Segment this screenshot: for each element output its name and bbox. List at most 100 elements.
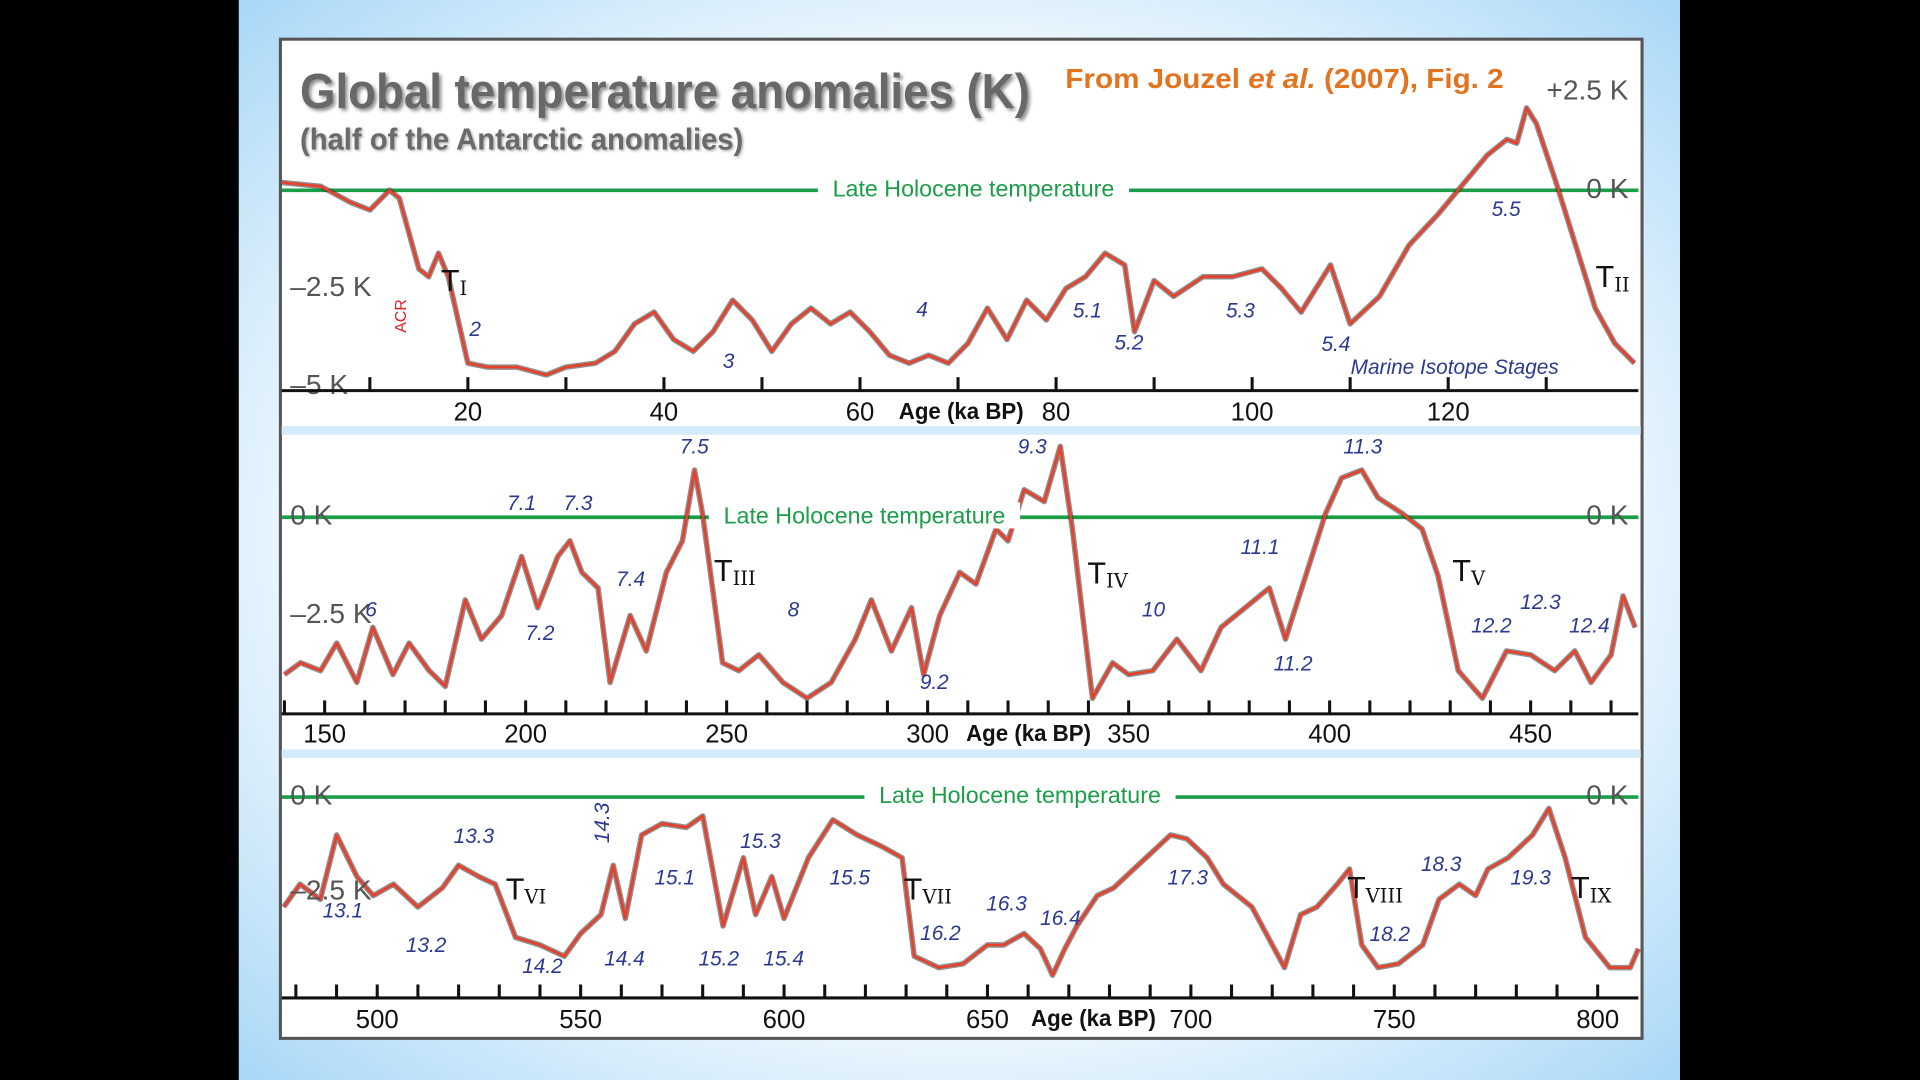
x-tick-label: 400 xyxy=(1308,721,1351,749)
x-tick-label: 350 xyxy=(1107,721,1150,749)
stage-label: 8 xyxy=(788,599,800,622)
stage-label: 7.3 xyxy=(563,492,592,515)
termination-subscript: VIII xyxy=(1365,884,1403,907)
y-tick-label: –2.5 K xyxy=(290,271,372,302)
stage-label: 12.2 xyxy=(1471,614,1512,637)
x-axis-label: Age (ka BP) xyxy=(899,398,1024,424)
termination-label: TIII xyxy=(714,554,756,590)
stage-label: 5.1 xyxy=(1073,300,1102,323)
y-tick-label: –2.5 K xyxy=(290,874,372,905)
stage-label: 5.2 xyxy=(1115,332,1144,355)
y-tick-label: –2.5 K xyxy=(290,598,372,629)
stage-label: 16.4 xyxy=(1040,907,1080,930)
stage-label: 11.3 xyxy=(1343,436,1382,459)
reference-label-bg xyxy=(817,175,1130,202)
title: Global temperature anomalies (K) xyxy=(300,65,1030,119)
source-text: et al. xyxy=(1248,63,1316,94)
termination-letter: T xyxy=(1571,871,1590,905)
termination-subscript: IV xyxy=(1106,569,1129,592)
x-tick-label: 40 xyxy=(650,399,679,427)
stage-label: 18.2 xyxy=(1370,923,1411,946)
termination-letter: T xyxy=(1452,554,1471,588)
termination-letter: T xyxy=(1087,557,1106,591)
x-tick-label: 100 xyxy=(1231,399,1274,427)
stage-label: 19.3 xyxy=(1510,867,1551,890)
reference-label: Late Holocene temperature xyxy=(724,502,1006,528)
stage-label: 9.3 xyxy=(1018,436,1047,459)
source: From Jouzel et al. (2007), Fig. 2 xyxy=(1065,63,1503,94)
termination-label: TII xyxy=(1596,260,1630,296)
x-tick-label: 20 xyxy=(454,399,483,427)
stage-label: 15.5 xyxy=(830,867,871,890)
reference-label: Late Holocene temperature xyxy=(879,782,1161,808)
x-tick-label: 500 xyxy=(356,1006,399,1034)
termination-letter: T xyxy=(506,873,525,907)
termination-label: TVII xyxy=(904,873,952,909)
line xyxy=(283,445,1637,700)
y-tick-label: 0 K xyxy=(290,500,332,531)
y-tick-label: 0 K xyxy=(1586,779,1628,810)
stage-label: 15.3 xyxy=(740,830,781,853)
termination-label: TVI xyxy=(506,873,547,909)
x-tick-label: 250 xyxy=(705,721,748,749)
y-tick-label: 0 K xyxy=(290,779,332,810)
termination-letter: T xyxy=(714,554,733,588)
x-tick-label: 60 xyxy=(846,399,875,427)
termination-letter: T xyxy=(1596,260,1615,294)
line xyxy=(282,807,1640,977)
termination-letter: T xyxy=(441,264,460,298)
y-tick-label: 0 K xyxy=(1586,173,1628,204)
stage-label: 12.4 xyxy=(1569,614,1609,637)
stage-label: 14.3 xyxy=(591,802,614,843)
stage-label: 5.3 xyxy=(1226,300,1255,323)
reference-label-bg xyxy=(708,502,1021,529)
figure-frame xyxy=(278,37,1644,1040)
x-tick-label: 750 xyxy=(1373,1006,1416,1034)
stage-label: 16.3 xyxy=(986,892,1027,915)
stage-label: 3 xyxy=(723,350,735,373)
stage-label: 15.2 xyxy=(699,948,740,971)
y-tick-label: +2.5 K xyxy=(1546,75,1628,106)
stage-label: 15.4 xyxy=(763,948,803,971)
x-tick-label: 80 xyxy=(1042,399,1071,427)
x-tick-label: 200 xyxy=(504,721,547,749)
stage-label: 13.2 xyxy=(406,934,447,957)
stage-label: 15.1 xyxy=(654,867,694,890)
stage-label: 7.5 xyxy=(680,436,709,459)
termination-letter: T xyxy=(1347,871,1366,905)
stage-label: 6 xyxy=(365,599,377,622)
termination-subscript: I xyxy=(460,276,468,299)
termination-subscript: VII xyxy=(921,885,952,908)
x-tick-label: 300 xyxy=(906,721,949,749)
termination-label: TV xyxy=(1452,554,1486,590)
termination-subscript: VI xyxy=(523,885,546,908)
stage-label: 9.2 xyxy=(920,671,949,694)
x-axis-label: Age (ka BP) xyxy=(1031,1005,1156,1031)
stage-label: 7.1 xyxy=(507,492,536,515)
stage-label: 16.2 xyxy=(920,922,961,945)
stage-label: 11.1 xyxy=(1241,536,1280,559)
termination-subscript: II xyxy=(1614,273,1629,296)
source-text: (2007), Fig. 2 xyxy=(1316,63,1504,94)
stage-label: 18.3 xyxy=(1421,853,1462,876)
panel-separator xyxy=(281,749,1641,758)
stage-label: 5.5 xyxy=(1492,198,1521,221)
stage-label: 7.4 xyxy=(616,568,645,591)
stage-label: 17.3 xyxy=(1168,867,1209,890)
stage-caption: Marine Isotope Stages xyxy=(1351,356,1559,379)
source-text: From Jouzel xyxy=(1065,63,1248,94)
subtitle: (half of the Antarctic anomalies) xyxy=(300,122,743,156)
stage-label: 10 xyxy=(1142,599,1166,622)
x-tick-label: 700 xyxy=(1169,1006,1212,1034)
termination-label: TI xyxy=(441,264,467,300)
stage-label: 2 xyxy=(468,318,481,341)
x-tick-label: 800 xyxy=(1576,1006,1619,1034)
panel-separator xyxy=(281,426,1641,435)
stage-label: 14.2 xyxy=(522,955,563,978)
x-tick-label: 550 xyxy=(559,1006,602,1034)
y-tick-label: –5 K xyxy=(290,369,348,400)
stage-label: 13.3 xyxy=(454,825,495,848)
termination-label: TIV xyxy=(1087,557,1128,593)
stage-label: 13.1 xyxy=(323,900,363,923)
termination-subscript: IX xyxy=(1590,884,1612,907)
